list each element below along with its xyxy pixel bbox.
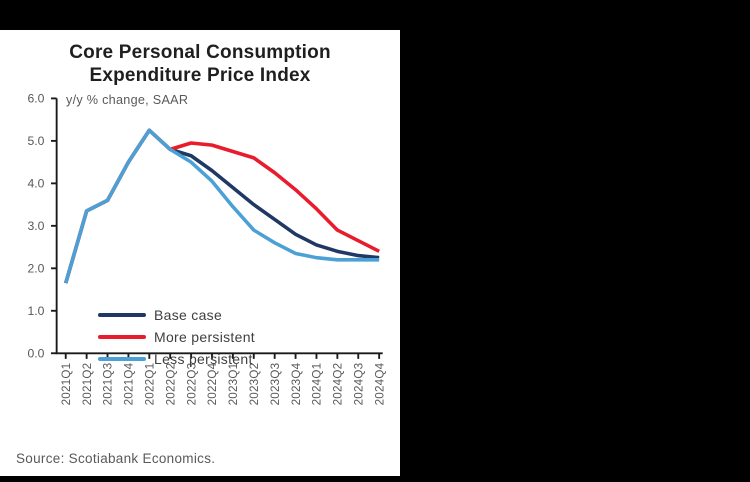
x-tick-label: 2024Q3 xyxy=(352,363,365,406)
x-tick-label: 2022Q4 xyxy=(206,362,219,405)
chart-subtitle: y/y % change, SAAR xyxy=(66,93,188,107)
legend-item-more-persistent: More persistent xyxy=(98,328,255,346)
x-tick-label: 2021Q1 xyxy=(60,363,73,406)
more-persistent-line-swatch xyxy=(98,335,146,339)
axes-layer: 0.0 1.0 2.0 3.0 4.0 5.0 6.0 2021Q1 2021Q2 2021Q3 2… xyxy=(28,92,387,406)
chart-legend: Base case More persistent Less persisten… xyxy=(98,306,255,368)
legend-label-base-case: Base case xyxy=(154,307,223,323)
x-tick-label: 2022Q1 xyxy=(144,363,157,406)
series-line-less-persistent xyxy=(64,128,380,284)
x-tick-label: 2022Q2 xyxy=(164,363,177,406)
source-note: Source: Scotiabank Economics. xyxy=(16,451,216,466)
x-tick-label: 2023Q4 xyxy=(290,362,303,405)
x-tick-label: 2022Q3 xyxy=(185,363,198,406)
y-tick-label: 6.0 xyxy=(28,92,45,106)
chart-panel: Core Personal Consumption Expenditure Pr… xyxy=(0,30,400,476)
series-layer xyxy=(64,128,380,284)
x-tick-label: 2023Q2 xyxy=(248,363,261,406)
x-tick-label: 2024Q2 xyxy=(332,363,345,406)
y-tick-label: 3.0 xyxy=(28,219,45,233)
legend-item-base-case: Base case xyxy=(98,306,255,324)
base-case-line-swatch xyxy=(98,313,146,317)
legend-label-more-persistent: More persistent xyxy=(154,329,255,345)
line-chart: y/y % change, SAAR 0.0 1.0 2.0 3.0 4.0 5.0 6.0… xyxy=(28,92,387,406)
y-tick-label: 5.0 xyxy=(28,134,45,148)
x-tick-label: 2023Q1 xyxy=(227,363,240,406)
legend-label-less-persistent: Less persistent xyxy=(154,351,253,367)
y-tick-label: 0.0 xyxy=(28,346,45,360)
x-tick-label: 2021Q4 xyxy=(123,362,136,405)
x-tick-label: 2024Q1 xyxy=(311,363,324,406)
y-tick-label: 1.0 xyxy=(28,304,45,318)
x-tick-label: 2021Q2 xyxy=(81,363,94,406)
legend-item-less-persistent: Less persistent xyxy=(98,350,255,368)
x-tick-label: 2023Q3 xyxy=(269,363,282,406)
less-persistent-line-swatch xyxy=(98,357,146,361)
y-tick-label: 2.0 xyxy=(28,262,45,276)
x-tick-label: 2024Q4 xyxy=(373,362,386,405)
x-tick-label: 2021Q3 xyxy=(102,363,115,406)
y-tick-label: 4.0 xyxy=(28,177,45,191)
chart-title: Core Personal Consumption Expenditure Pr… xyxy=(69,42,331,86)
